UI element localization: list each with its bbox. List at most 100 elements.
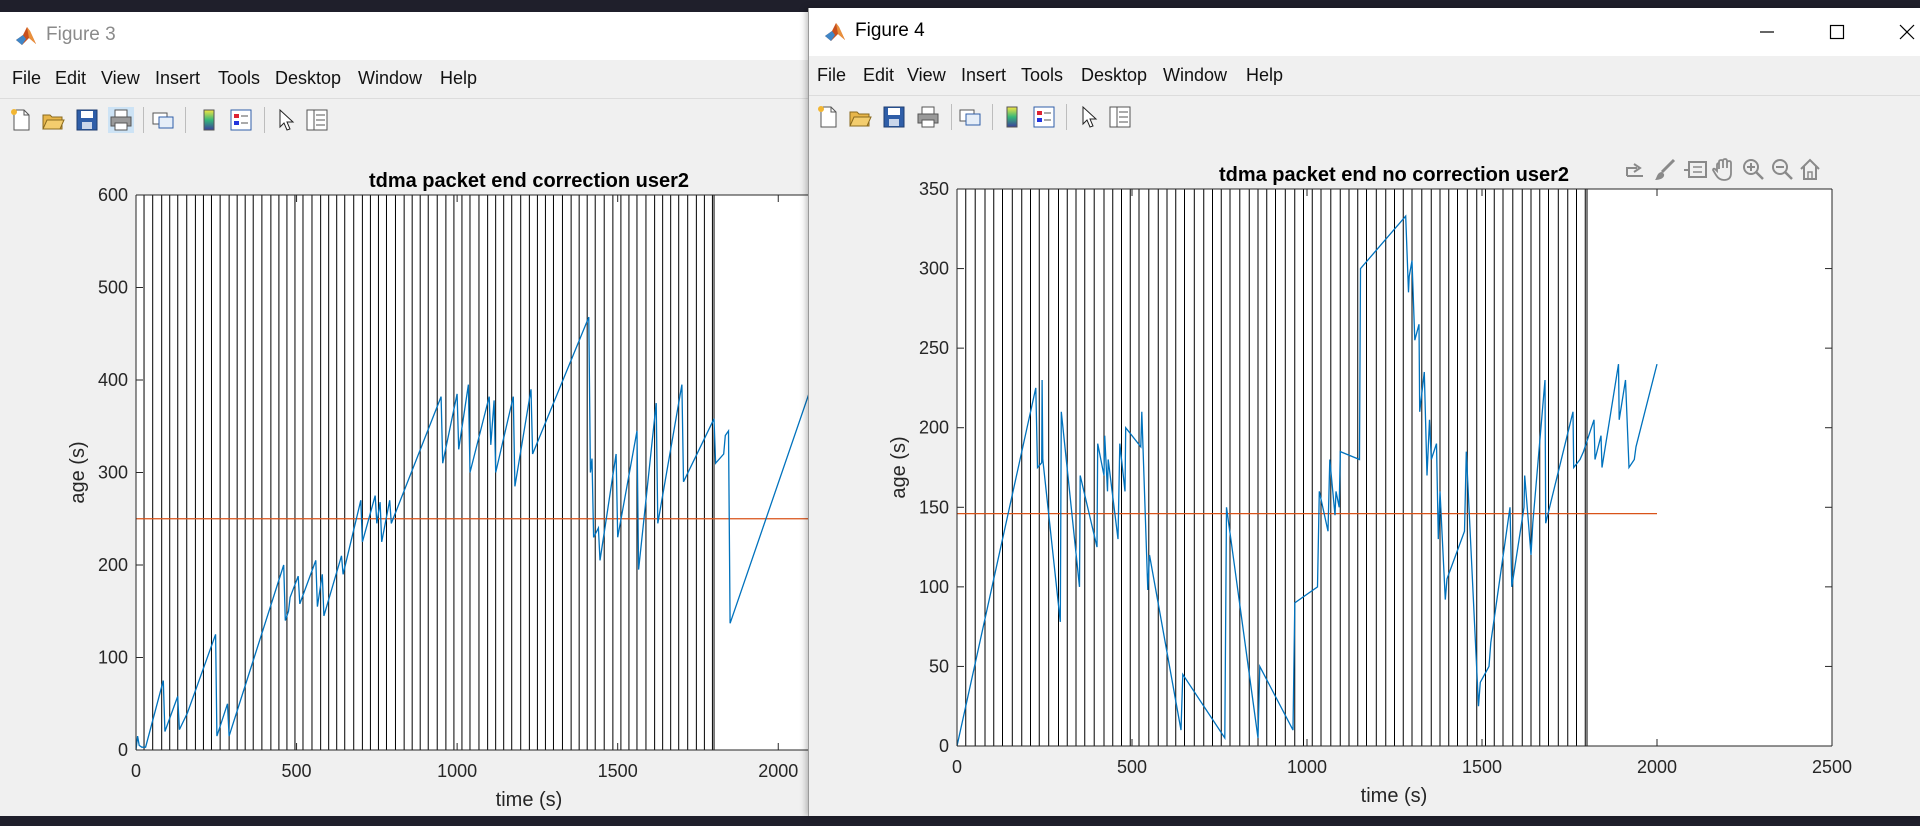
x-tick-label: 2000 bbox=[1637, 757, 1677, 777]
close-icon bbox=[1899, 24, 1915, 40]
x-tick-label: 1000 bbox=[1287, 757, 1327, 777]
menu-window[interactable]: Window bbox=[1163, 65, 1228, 85]
toolbar-separator bbox=[992, 104, 993, 130]
menu-desktop[interactable]: Desktop bbox=[1081, 65, 1148, 85]
figure4-window: Figure 4 File Edit View Insert Tools Des… bbox=[808, 8, 1920, 816]
menu-file[interactable]: File bbox=[12, 68, 42, 88]
y-tick-label: 400 bbox=[98, 370, 128, 390]
y-tick-label: 0 bbox=[118, 740, 128, 760]
menu-bar: File Edit View Insert Tools Desktop Wind… bbox=[0, 62, 820, 94]
y-tick-label: 100 bbox=[98, 648, 128, 668]
legend-icon[interactable] bbox=[1031, 104, 1057, 130]
chart-title: tdma packet end no correction user2 bbox=[1219, 164, 1569, 186]
new-figure-icon[interactable] bbox=[815, 104, 841, 130]
figure4-plot: 0 50 100 150 200 250 300 350 0 500 1000 1500 2000 250… bbox=[888, 158, 1852, 807]
age-series-line bbox=[957, 214, 1658, 746]
menu-tools[interactable]: Tools bbox=[218, 68, 261, 88]
figure4-titlebar[interactable]: Figure 4 bbox=[809, 8, 1920, 56]
figure3-window: Figure 3 File Edit View Insert Tools Des… bbox=[0, 12, 820, 816]
menu-insert[interactable]: Insert bbox=[155, 68, 201, 88]
toolbar-separator bbox=[1066, 104, 1067, 130]
y-tick-label: 150 bbox=[919, 497, 949, 517]
restore-view-home-icon[interactable] bbox=[1800, 158, 1820, 180]
menu-view[interactable]: View bbox=[907, 65, 946, 85]
x-axis-label: time (s) bbox=[1361, 785, 1428, 807]
colorbar-icon[interactable] bbox=[999, 104, 1025, 130]
window-title: Figure 4 bbox=[855, 20, 925, 41]
menu-view[interactable]: View bbox=[101, 68, 140, 88]
close-button[interactable] bbox=[1872, 8, 1920, 56]
y-tick-label: 0 bbox=[939, 736, 949, 756]
figure-toolbar bbox=[0, 98, 820, 140]
menu-bar: File Edit View Insert Tools Desktop Wind… bbox=[809, 59, 1920, 91]
edit-plot-cursor-icon[interactable] bbox=[1075, 104, 1101, 130]
save-icon[interactable] bbox=[74, 107, 100, 133]
menu-help[interactable]: Help bbox=[1246, 65, 1284, 85]
figure3-titlebar[interactable]: Figure 3 bbox=[0, 12, 820, 60]
menu-desktop[interactable]: Desktop bbox=[275, 68, 342, 88]
x-tick-label: 2000 bbox=[758, 761, 798, 781]
matlab-logo-icon bbox=[16, 27, 36, 45]
toolbar-separator bbox=[185, 107, 186, 133]
y-axis-label: age (s) bbox=[888, 436, 910, 498]
menu-insert[interactable]: Insert bbox=[961, 65, 1007, 85]
y-axis-label: age (s) bbox=[67, 441, 89, 503]
menu-window[interactable]: Window bbox=[358, 68, 423, 88]
toolbar-separator bbox=[264, 107, 265, 133]
open-file-icon[interactable] bbox=[847, 104, 873, 130]
minimize-icon bbox=[1760, 31, 1774, 33]
y-tick-label: 50 bbox=[929, 656, 949, 676]
link-plot-icon[interactable] bbox=[957, 104, 983, 130]
y-tick-label: 200 bbox=[919, 418, 949, 438]
pan-icon[interactable] bbox=[1712, 158, 1732, 181]
toolbar-separator bbox=[951, 104, 952, 130]
figure4-canvas: 0 50 100 150 200 250 300 350 0 500 1000 1500 2000 250… bbox=[809, 136, 1920, 816]
x-tick-label: 2500 bbox=[1812, 757, 1852, 777]
slot-lines bbox=[143, 195, 715, 750]
property-inspector-icon[interactable] bbox=[304, 107, 330, 133]
x-tick-label: 500 bbox=[282, 761, 312, 781]
axes-toolbar bbox=[1624, 158, 1820, 182]
export-icon[interactable] bbox=[1624, 158, 1648, 182]
x-tick-label: 0 bbox=[952, 757, 962, 777]
menu-tools[interactable]: Tools bbox=[1021, 65, 1064, 85]
figure3-plot: 0 100 200 300 400 500 600 0 500 1000 1500 2000 tdma … bbox=[67, 170, 820, 811]
x-tick-label: 1500 bbox=[1462, 757, 1502, 777]
toolbar-separator bbox=[143, 107, 144, 133]
open-file-icon[interactable] bbox=[40, 107, 66, 133]
maximize-button[interactable] bbox=[1802, 8, 1872, 56]
print-icon[interactable] bbox=[108, 107, 134, 133]
figure3-canvas: 0 100 200 300 400 500 600 0 500 1000 1500 2000 tdma … bbox=[0, 139, 820, 816]
new-figure-icon[interactable] bbox=[8, 107, 34, 133]
figure-toolbar bbox=[809, 95, 1920, 137]
menu-edit[interactable]: Edit bbox=[863, 65, 895, 85]
zoom-in-icon[interactable] bbox=[1743, 159, 1764, 180]
maximize-icon bbox=[1829, 24, 1845, 40]
edit-plot-cursor-icon[interactable] bbox=[272, 107, 298, 133]
menu-help[interactable]: Help bbox=[440, 68, 478, 88]
print-icon[interactable] bbox=[915, 104, 941, 130]
age-series-line bbox=[136, 316, 820, 750]
colorbar-icon[interactable] bbox=[196, 107, 222, 133]
y-tick-label: 600 bbox=[98, 185, 128, 205]
link-plot-icon[interactable] bbox=[150, 107, 176, 133]
plot-area[interactable] bbox=[136, 195, 820, 750]
datatip-icon[interactable] bbox=[1684, 161, 1707, 178]
menu-edit[interactable]: Edit bbox=[55, 68, 87, 88]
y-tick-label: 350 bbox=[919, 179, 949, 199]
save-icon[interactable] bbox=[881, 104, 907, 130]
slot-lines bbox=[965, 189, 1588, 746]
brush-icon[interactable] bbox=[1655, 158, 1676, 180]
menu-file[interactable]: File bbox=[817, 65, 847, 85]
y-tick-label: 200 bbox=[98, 555, 128, 575]
y-tick-label: 500 bbox=[98, 278, 128, 298]
x-tick-label: 0 bbox=[131, 761, 141, 781]
y-tick-label: 300 bbox=[98, 463, 128, 483]
zoom-out-icon[interactable] bbox=[1772, 159, 1793, 180]
y-tick-label: 250 bbox=[919, 338, 949, 358]
x-axis-label: time (s) bbox=[496, 789, 563, 811]
x-tick-label: 1500 bbox=[598, 761, 638, 781]
minimize-button[interactable] bbox=[1732, 8, 1802, 56]
property-inspector-icon[interactable] bbox=[1107, 104, 1133, 130]
legend-icon[interactable] bbox=[228, 107, 254, 133]
